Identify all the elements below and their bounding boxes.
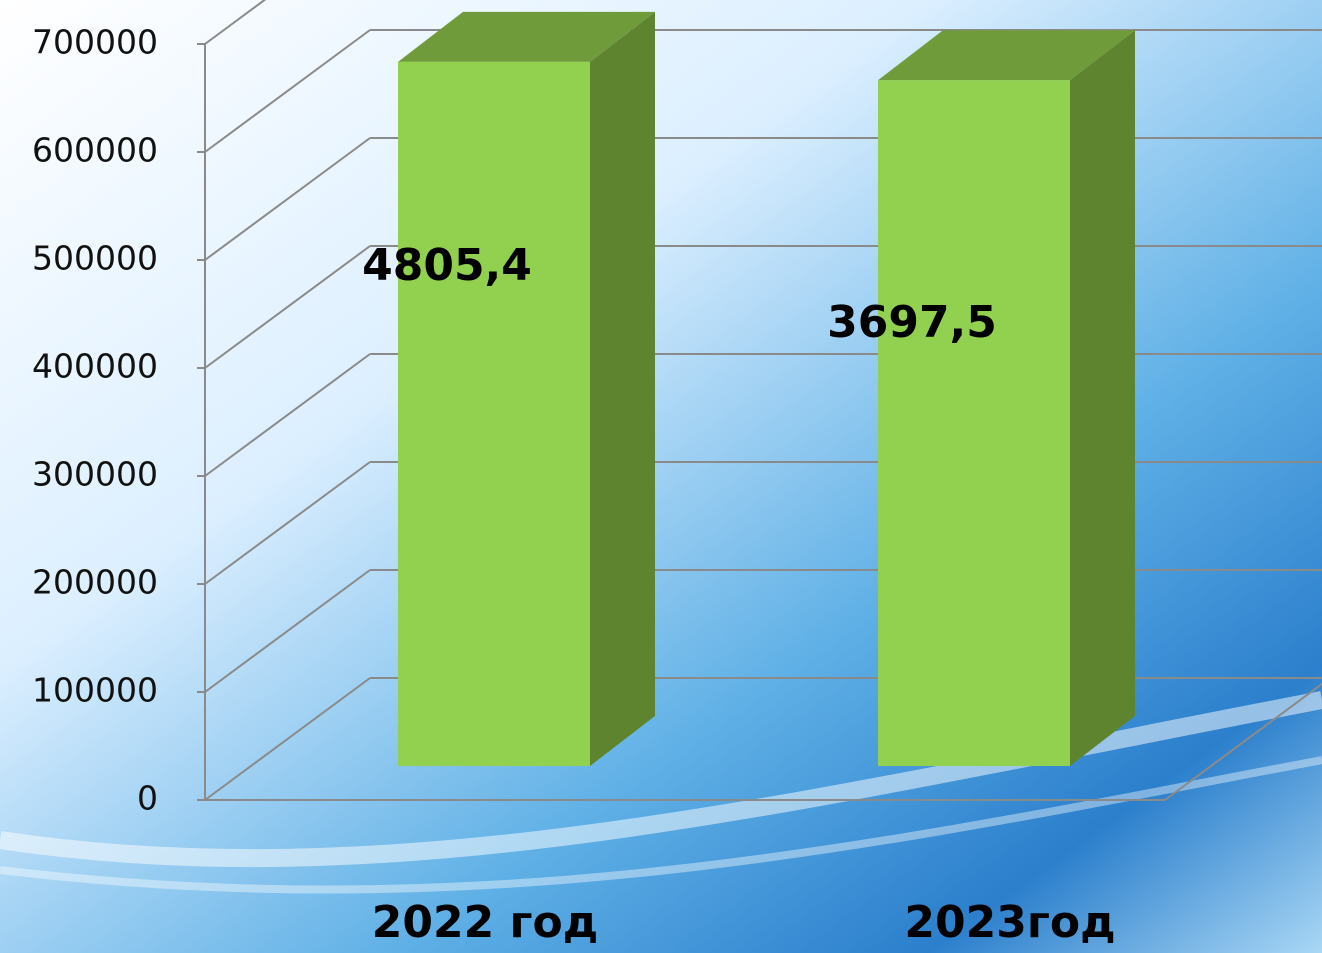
y-tick-label: 600000 xyxy=(32,131,158,170)
y-tick-label: 200000 xyxy=(32,563,158,602)
x-tick-label: 2022 год xyxy=(372,897,599,948)
annotation: 4805,4 xyxy=(362,240,532,291)
grid-depth xyxy=(204,461,371,585)
grid-depth xyxy=(204,0,267,45)
bar-top xyxy=(878,30,1135,81)
grid-depth xyxy=(204,245,371,369)
grid-depth xyxy=(204,569,371,693)
bar-top xyxy=(398,11,655,62)
y-tick-label: 300000 xyxy=(32,455,158,494)
grid-depth xyxy=(204,137,371,261)
bar xyxy=(878,80,1070,766)
bar-side xyxy=(1070,30,1135,766)
y-tick-label: 700000 xyxy=(32,23,158,62)
floor-right xyxy=(1164,682,1322,801)
grid-depth xyxy=(204,677,371,801)
x-tick-label: 2023год xyxy=(904,897,1115,948)
y-tick-label: 400000 xyxy=(32,347,158,386)
annotation: 3697,5 xyxy=(827,297,997,348)
grid-depth xyxy=(204,29,371,153)
y-tick-label: 0 xyxy=(137,779,158,818)
y-tick-label: 100000 xyxy=(32,671,158,710)
decor-swoosh xyxy=(0,756,1322,894)
grid-depth xyxy=(204,353,371,477)
y-tick-label: 500000 xyxy=(32,239,158,278)
bar-side xyxy=(590,11,655,766)
bar xyxy=(398,61,590,766)
